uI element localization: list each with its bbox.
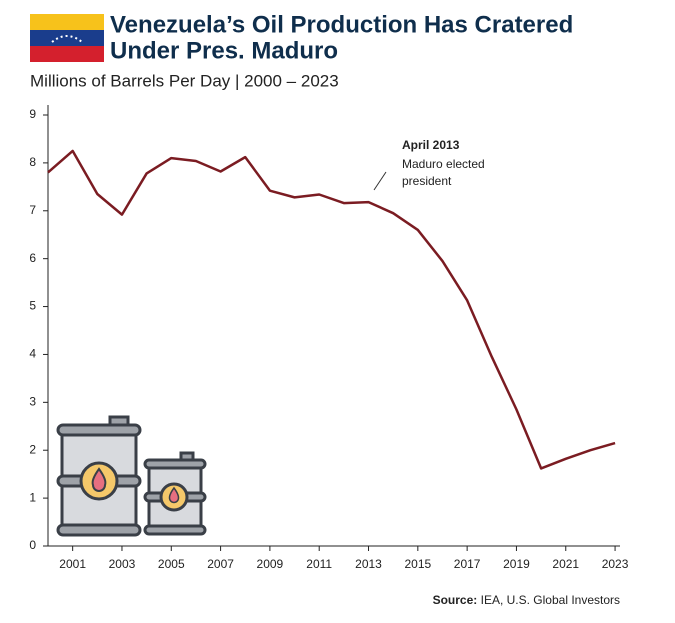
y-tick-label: 7 xyxy=(29,203,36,217)
y-tick-label: 1 xyxy=(29,490,36,504)
x-tick-label: 2019 xyxy=(503,557,530,571)
y-tick-label: 8 xyxy=(29,155,36,169)
y-tick-label: 0 xyxy=(29,538,36,552)
source-label: Source: xyxy=(433,593,478,607)
y-tick-label: 5 xyxy=(29,299,36,313)
x-tick-label: 2017 xyxy=(454,557,481,571)
annotation-text: Maduro elected xyxy=(402,157,485,171)
annotation-leader xyxy=(373,171,387,191)
chart-title: Under Pres. Maduro xyxy=(110,37,338,64)
x-tick-label: 2015 xyxy=(404,557,431,571)
x-tick-label: 2023 xyxy=(602,557,629,571)
barrel-icons xyxy=(56,415,207,537)
chart-title: Venezuela’s Oil Production Has Cratered xyxy=(110,11,573,38)
flag xyxy=(30,14,104,62)
source: Source: IEA, U.S. Global Investors xyxy=(433,593,620,607)
y-tick-label: 3 xyxy=(29,395,36,409)
x-tick-label: 2011 xyxy=(306,557,332,571)
y-tick-label: 6 xyxy=(29,251,36,265)
x-tick-label: 2005 xyxy=(158,557,185,571)
annotation-title: April 2013 xyxy=(402,138,460,152)
y-tick-label: 9 xyxy=(29,107,36,121)
x-tick-label: 2001 xyxy=(59,557,86,571)
x-tick-label: 2009 xyxy=(257,557,284,571)
data-line xyxy=(47,149,616,470)
source-text: IEA, U.S. Global Investors xyxy=(481,593,620,607)
x-tick-label: 2007 xyxy=(207,557,234,571)
annotation-text: president xyxy=(402,174,452,188)
x-tick-label: 2003 xyxy=(109,557,136,571)
x-tick-label: 2021 xyxy=(552,557,579,571)
x-tick-label: 2013 xyxy=(355,557,382,571)
y-tick-label: 2 xyxy=(29,442,36,456)
y-tick-label: 4 xyxy=(29,347,36,361)
chart-subtitle: Millions of Barrels Per Day | 2000 – 202… xyxy=(30,71,339,90)
